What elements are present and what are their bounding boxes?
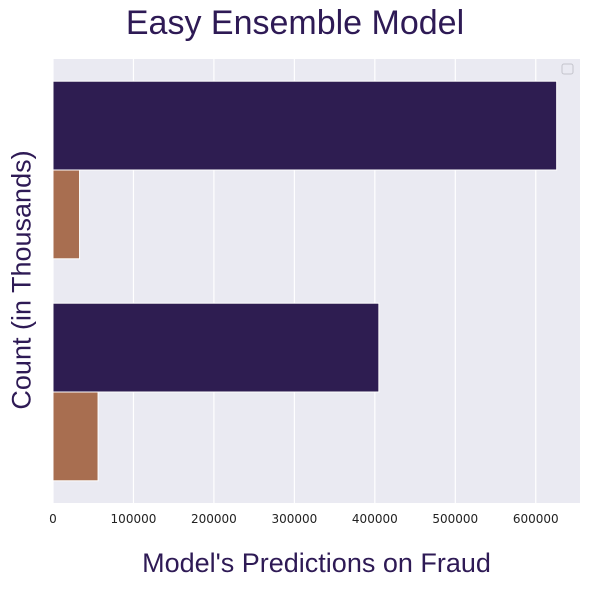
x-axis-label: Model's Predictions on Fraud: [142, 548, 491, 578]
x-tick-label: 600000: [513, 512, 559, 526]
x-tick-label: 0: [49, 512, 57, 526]
chart-title: Easy Ensemble Model: [125, 4, 465, 42]
x-tick-label: 100000: [111, 512, 157, 526]
bars: [52, 80, 558, 482]
x-tick-label: 500000: [432, 512, 478, 526]
x-tick-label: 200000: [191, 512, 237, 526]
bar-series-2-category-1: [52, 169, 81, 260]
bar-series-1-category-1: [52, 80, 558, 171]
legend-box: [561, 63, 574, 75]
x-tick-label: 400000: [352, 512, 398, 526]
bar-series-1-category-2: [52, 302, 380, 393]
bar-series-2-category-2: [52, 391, 99, 482]
x-tick-label: 300000: [271, 512, 317, 526]
x-tick-labels: 0 100000 200000 300000 400000 500000 600000: [49, 512, 558, 526]
